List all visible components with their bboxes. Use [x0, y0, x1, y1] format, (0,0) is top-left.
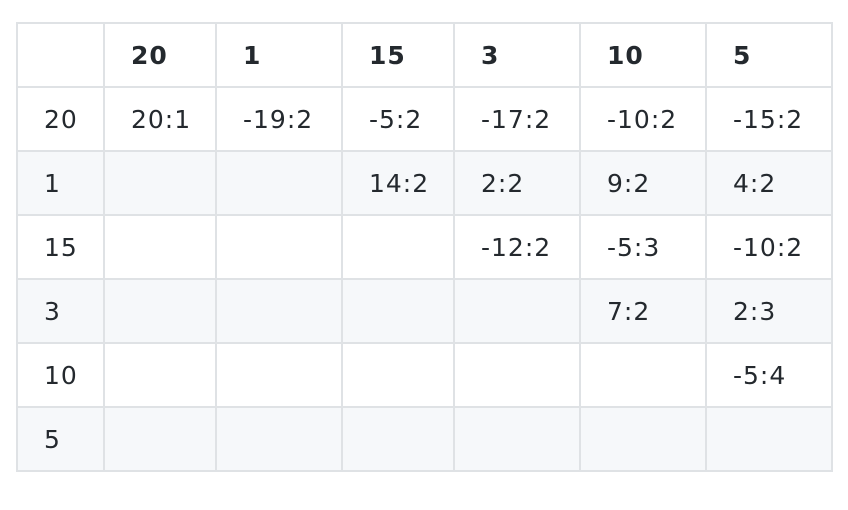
header-row: 20 1 15 3 10 5 [16, 22, 833, 88]
table-cell [215, 406, 343, 472]
table-cell [579, 406, 707, 472]
table-cell [453, 342, 581, 408]
table-cell [103, 278, 217, 344]
table-cell: -17:2 [453, 86, 581, 152]
score-matrix-table: 20 1 15 3 10 5 20 20:1 -19:2 -5:2 -17:2 … [16, 22, 833, 472]
row-header: 5 [16, 406, 105, 472]
table-row: 3 7:2 2:3 [16, 278, 833, 344]
column-header: 10 [579, 22, 707, 88]
corner-cell [16, 22, 105, 88]
table-row: 1 14:2 2:2 9:2 4:2 [16, 150, 833, 216]
table-cell [453, 406, 581, 472]
table-cell [453, 278, 581, 344]
table-cell: 4:2 [705, 150, 833, 216]
table-row: 20 20:1 -19:2 -5:2 -17:2 -10:2 -15:2 [16, 86, 833, 152]
table-cell: -15:2 [705, 86, 833, 152]
table-cell: -12:2 [453, 214, 581, 280]
column-header: 15 [341, 22, 455, 88]
table-cell [103, 342, 217, 408]
table-cell: 14:2 [341, 150, 455, 216]
table-cell [103, 150, 217, 216]
table-cell [341, 406, 455, 472]
table-cell: 9:2 [579, 150, 707, 216]
row-header: 20 [16, 86, 105, 152]
row-header: 3 [16, 278, 105, 344]
table-cell [579, 342, 707, 408]
row-header: 1 [16, 150, 105, 216]
table-cell: -10:2 [579, 86, 707, 152]
table-cell [103, 214, 217, 280]
table-cell [215, 214, 343, 280]
row-header: 10 [16, 342, 105, 408]
table-cell [215, 150, 343, 216]
column-header: 3 [453, 22, 581, 88]
table-cell [705, 406, 833, 472]
table-cell: 7:2 [579, 278, 707, 344]
table-cell [341, 278, 455, 344]
row-header: 15 [16, 214, 105, 280]
column-header: 20 [103, 22, 217, 88]
column-header: 5 [705, 22, 833, 88]
column-header: 1 [215, 22, 343, 88]
table-cell [341, 214, 455, 280]
table-cell: -10:2 [705, 214, 833, 280]
table-cell: 2:3 [705, 278, 833, 344]
table-cell [341, 342, 455, 408]
table-cell: 2:2 [453, 150, 581, 216]
table-cell [103, 406, 217, 472]
table-row: 15 -12:2 -5:3 -10:2 [16, 214, 833, 280]
table-row: 5 [16, 406, 833, 472]
table-cell: -5:2 [341, 86, 455, 152]
table-cell [215, 278, 343, 344]
table-cell: -5:4 [705, 342, 833, 408]
table-cell: -5:3 [579, 214, 707, 280]
table-cell: -19:2 [215, 86, 343, 152]
table-row: 10 -5:4 [16, 342, 833, 408]
table-cell [215, 342, 343, 408]
table-cell: 20:1 [103, 86, 217, 152]
